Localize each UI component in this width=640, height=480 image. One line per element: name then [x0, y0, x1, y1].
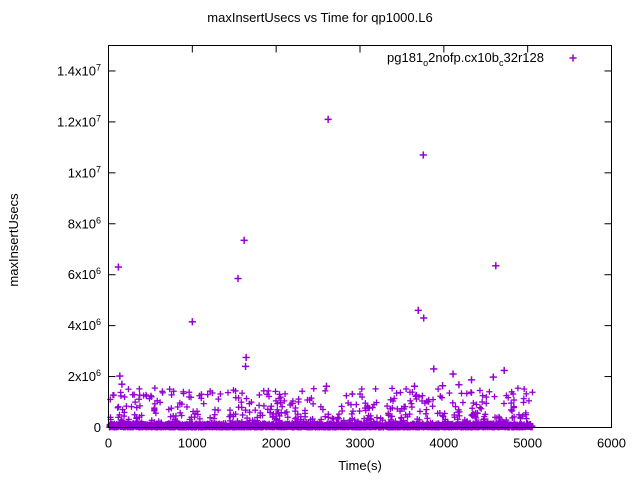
chart-legend[interactable]: pg181o2nofp.cx10bc32r128 [387, 50, 577, 68]
y-axis-title: maxInsertUsecs [6, 193, 21, 287]
y-tick-label: 0 [94, 420, 101, 435]
legend-series-label: pg181o2nofp.cx10bc32r128 [387, 50, 544, 68]
x-tick-label: 4000 [429, 436, 458, 451]
plot-frame-border [108, 45, 612, 428]
y-tick-label: 6x106 [68, 266, 101, 282]
y-tick-label: 4x106 [68, 317, 101, 333]
x-tick-label: 1000 [178, 436, 207, 451]
x-axis-title: Time(s) [338, 458, 382, 473]
legend-marker-plus [569, 54, 577, 62]
y-tick-label: 8x106 [68, 215, 101, 231]
y-tick-label: 2x106 [68, 368, 101, 384]
y-tick-label: 1x107 [68, 164, 101, 180]
x-tick-label: 2000 [262, 436, 291, 451]
y-axis-ticks: 0 2x106 4x106 6x106 8x106 1x107 1.2x107 1.4x107 [57, 62, 612, 435]
scatter-outliers [114, 115, 508, 390]
x-tick-label: 5000 [513, 436, 542, 451]
y-tick-label: 1.4x107 [57, 62, 101, 78]
y-tick-label: 1.2x107 [57, 113, 101, 129]
x-axis-ticks: 0 1000 2000 3000 4000 5000 6000 [105, 45, 626, 451]
x-tick-label: 6000 [597, 436, 626, 451]
chart-title: maxInsertUsecs vs Time for qp1000.L6 [207, 10, 432, 25]
x-tick-label: 3000 [346, 436, 375, 451]
x-tick-label: 0 [105, 436, 112, 451]
